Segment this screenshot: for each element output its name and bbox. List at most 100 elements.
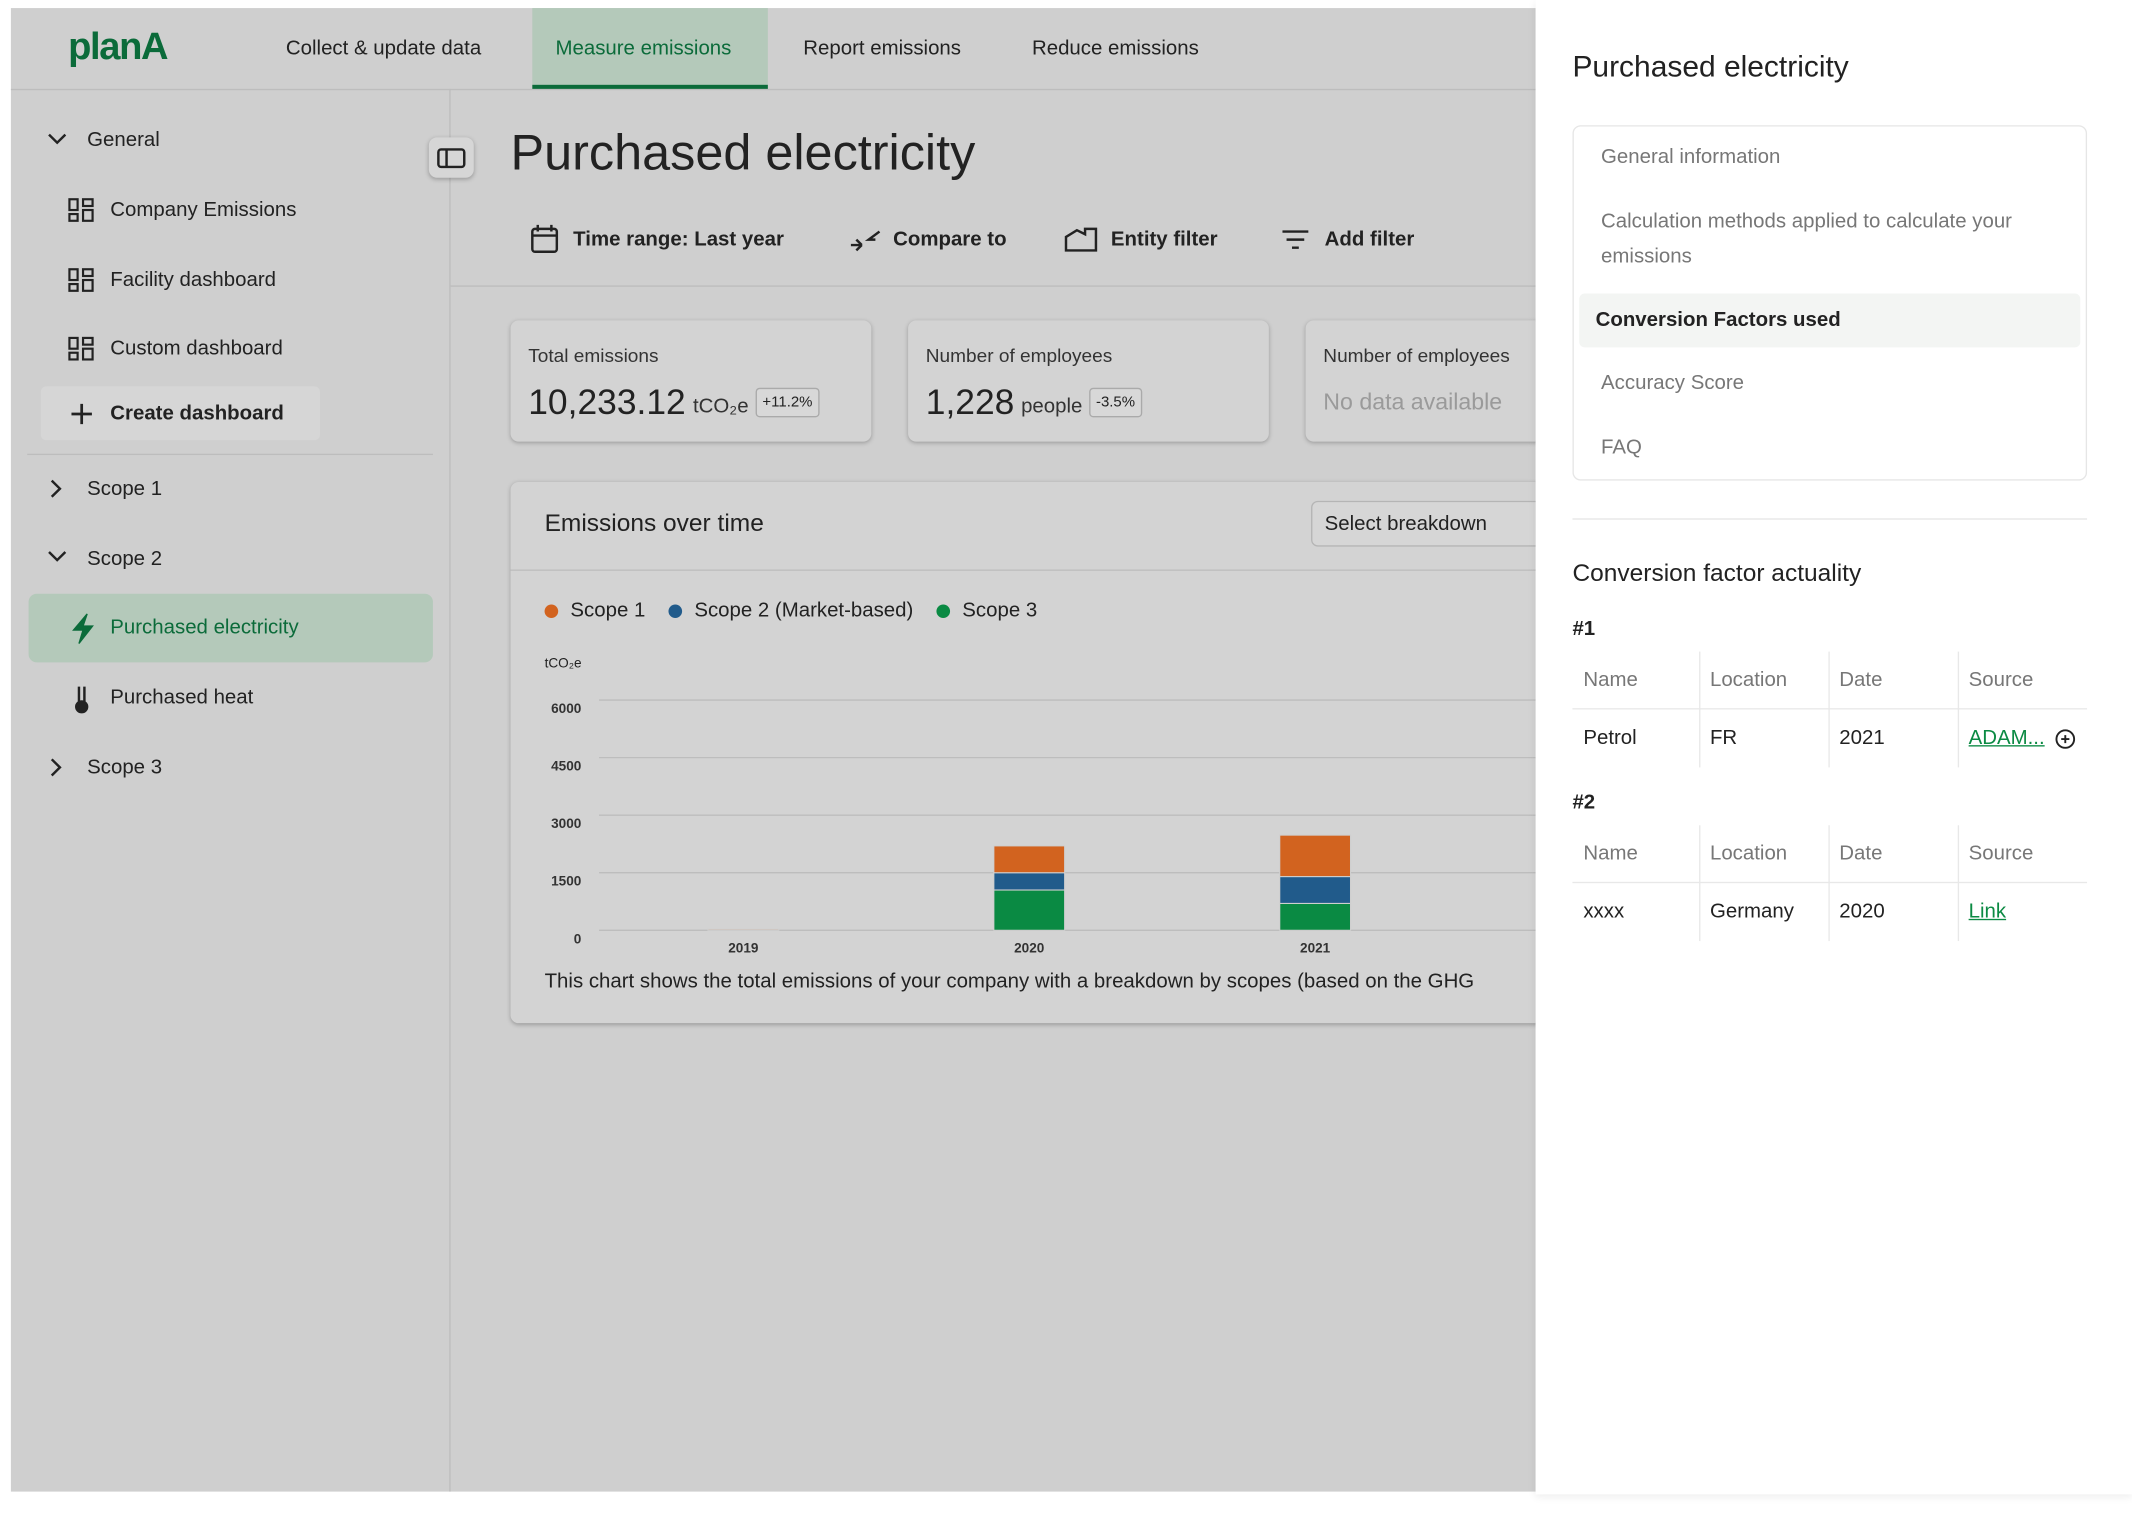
kpi-value: 1,228 (925, 381, 1015, 423)
legend-label: Scope 1 (570, 600, 645, 622)
table-header: Date (1839, 668, 1883, 692)
kpi-change: +11.2% (755, 387, 820, 418)
sidebar-item[interactable]: Purchased electricity (110, 615, 299, 639)
table-cell: Germany (1709, 899, 1794, 923)
info-icon[interactable] (2054, 728, 2076, 750)
page-title: Purchased electricity (510, 125, 976, 181)
sidebar-item[interactable]: Custom dashboard (110, 337, 283, 361)
y-tick-label: 1500 (551, 874, 581, 889)
table-cell: Petrol (1583, 726, 1637, 750)
x-tick-label: 2021 (1300, 941, 1331, 956)
filter-border (450, 285, 1536, 287)
compare-icon (850, 230, 881, 252)
nav-tab[interactable]: Measure emissions (555, 37, 732, 60)
bar-segment (993, 845, 1066, 874)
bar-segment (1279, 902, 1352, 931)
dashboard-icons (68, 198, 94, 361)
table-border (1699, 825, 1701, 942)
panel-divider (1572, 518, 2088, 520)
source-link[interactable]: ADAM... (1968, 726, 2045, 750)
sidebar-item[interactable]: Scope 2 (87, 547, 163, 571)
sidebar-item[interactable]: Facility dashboard (110, 268, 277, 292)
legend-swatch (936, 604, 951, 618)
bar-segment (707, 928, 780, 931)
table-border (1572, 708, 2088, 710)
breakdown-select[interactable] (1311, 500, 1536, 547)
nav-tab[interactable]: Report emissions (803, 37, 962, 60)
kpi-card (1305, 320, 1536, 442)
filter-button[interactable]: Compare to (893, 228, 1007, 252)
table-cell: 2021 (1839, 726, 1885, 750)
active-item-bg (28, 593, 433, 663)
sidebar-item[interactable]: Purchased heat (110, 685, 254, 709)
table-header: Location (1709, 842, 1788, 865)
source-link[interactable]: Link (1968, 899, 2007, 923)
calendar-icon (531, 227, 559, 253)
y-tick-label: 0 (574, 931, 582, 946)
breakdown-placeholder: Select breakdown (1324, 512, 1488, 536)
y-axis-label: tCO₂e (545, 655, 582, 670)
table-border (1828, 825, 1830, 942)
table-border (1828, 651, 1830, 768)
calendar-lines (532, 224, 557, 237)
bolt-icon (72, 613, 94, 644)
chart-card (510, 481, 1536, 1024)
table-border (1699, 651, 1701, 768)
table-cell: 2020 (1839, 899, 1885, 923)
collapse-icon (437, 148, 466, 169)
bar-segment (993, 889, 1066, 931)
thermometer-bulb (75, 700, 89, 714)
x-tick-label: 2020 (1014, 941, 1044, 956)
side-panel (1535, 0, 2132, 1495)
plus-icon (71, 403, 92, 425)
y-tick-label: 4500 (551, 759, 581, 774)
table-border (1957, 825, 1960, 942)
panel-menu-item[interactable]: FAQ (1601, 436, 1642, 460)
sidebar-item[interactable]: Company Emissions (110, 198, 297, 222)
y-tick-label: 3000 (551, 816, 581, 831)
y-tick-label: 6000 (551, 701, 581, 716)
sidebar-item[interactable]: General (87, 128, 160, 152)
collapse-button[interactable] (428, 137, 474, 178)
entity-icon (1064, 227, 1098, 252)
x-tick-label: 2019 (728, 941, 759, 956)
sidebar-item[interactable]: Scope 3 (87, 755, 163, 779)
table-cell: FR (1709, 726, 1738, 750)
filter-button[interactable]: Add filter (1324, 228, 1415, 252)
table-header: Name (1583, 668, 1638, 692)
nav-border (10, 88, 1536, 91)
bar-segment (993, 872, 1066, 891)
legend-label: Scope 3 (962, 600, 1037, 622)
sidebar-border (449, 88, 451, 1492)
panel-menu-item[interactable]: General information (1601, 145, 1781, 169)
panel-title: Purchased electricity (1572, 49, 1849, 84)
table-header: Date (1839, 842, 1883, 865)
bar-segment (1279, 876, 1352, 904)
table-cell: xxxx (1583, 899, 1625, 923)
kpi-unit: people (1021, 395, 1083, 419)
chart-header-border (510, 569, 1536, 571)
dimmed-app: Scope 1 Scope 2 (Market-based) Scope 3 tCO₂… (10, 8, 1536, 1492)
legend-swatch (668, 604, 683, 618)
table-header: Location (1709, 668, 1788, 692)
panel-menu-item[interactable]: Conversion Factors used (1595, 308, 1841, 332)
kpi-label: Number of employees (925, 344, 1113, 367)
bar-segment (1279, 834, 1352, 878)
kpi-empty: No data available (1323, 389, 1503, 415)
sidebar-item[interactable]: Create dashboard (110, 401, 284, 425)
filter-button[interactable]: Entity filter (1110, 228, 1218, 252)
table-label: #2 (1572, 790, 1596, 814)
panel-menu-item[interactable]: Calculation methods applied to calculate… (1601, 210, 2013, 268)
sidebar-item[interactable]: Scope 1 (87, 477, 163, 501)
nav-tab[interactable]: Collect & update data (285, 37, 482, 60)
table-border (1572, 881, 2088, 884)
legend-label: Scope 2 (Market-based) (694, 600, 913, 622)
active-menu-bg (1579, 293, 2081, 348)
table-header: Name (1583, 842, 1638, 865)
filter-icon (1282, 230, 1309, 249)
nav-tab[interactable]: Reduce emissions (1031, 37, 1199, 60)
panel-menu-item[interactable]: Accuracy Score (1601, 371, 1745, 395)
active-tab-bg (532, 8, 768, 89)
filter-button[interactable]: Time range: Last year (573, 228, 784, 252)
chevrons (48, 133, 67, 777)
